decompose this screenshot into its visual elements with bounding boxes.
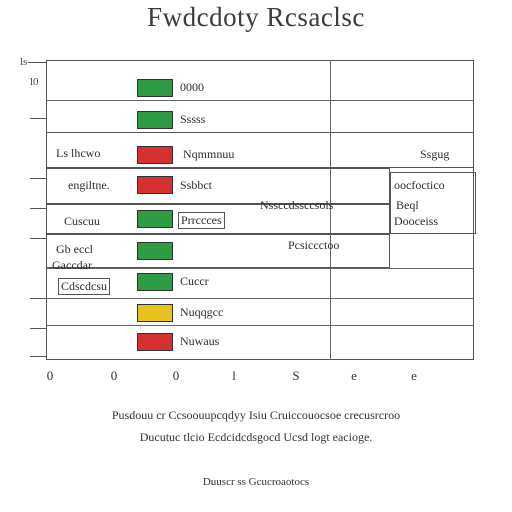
- left-label: Ls lhcwo: [56, 146, 101, 160]
- row-swatch: [137, 210, 173, 228]
- row-swatch: [137, 304, 173, 322]
- row-label: Ssbbct: [180, 178, 213, 192]
- y-tick: [30, 238, 46, 239]
- x-tick-label: 0: [110, 368, 118, 383]
- right-label: Beql: [396, 198, 419, 212]
- y-tick: [30, 178, 46, 179]
- grid-vline: [330, 60, 331, 360]
- row-swatch: [137, 242, 173, 260]
- row-swatch: [137, 176, 173, 194]
- y-tick: [28, 62, 46, 63]
- row-label: Nuqqgcc: [180, 305, 224, 319]
- row-label: Prrccces: [178, 212, 225, 229]
- group-box: [46, 204, 390, 234]
- caption-line: Pusdouu cr Ccsoouupcqdyy Isiu Cruiccouoc…: [111, 408, 401, 422]
- left-label: Cuscuu: [64, 214, 100, 228]
- row-label: Sssss: [180, 112, 206, 126]
- grid-hline: [46, 268, 474, 269]
- row-label: Cuccr: [180, 274, 209, 288]
- figure-title: Fwdcdoty Rcsaclsc: [147, 2, 365, 32]
- right-label: oocfoctico: [394, 178, 445, 192]
- row-swatch: [137, 111, 173, 129]
- row-swatch: [137, 79, 173, 97]
- grid-hline: [46, 325, 474, 326]
- y-tick: [30, 328, 46, 329]
- right-label: Ssgug: [420, 147, 450, 161]
- left-label: Gaccdar: [52, 258, 92, 272]
- row-swatch: [137, 273, 173, 291]
- left-label: Gb eccl: [56, 242, 93, 256]
- left-label: engiltne.: [68, 178, 110, 192]
- group-box: [46, 168, 390, 204]
- y-tick-label: ls: [20, 56, 28, 68]
- x-tick-label: 0: [172, 368, 180, 383]
- grid-hline: [46, 298, 474, 299]
- x-tick-label: l: [232, 368, 236, 383]
- x-tick-label: e: [411, 368, 417, 383]
- middle-label: Pcsiccctoo: [288, 238, 340, 252]
- y-tick: [30, 208, 46, 209]
- right-label: Dooceiss: [394, 214, 438, 228]
- row-swatch: [137, 146, 173, 164]
- caption-line: Ducutuc tlcio Ecdcidcdsgocd Ucsd logt ea…: [139, 430, 373, 444]
- footer-text: Duuscr ss Gcucroaotocs: [202, 476, 310, 488]
- row-label: Nqmmnuu: [183, 147, 235, 161]
- group-box: [46, 132, 474, 168]
- row-label: Nuwaus: [180, 334, 220, 348]
- x-tick-label: 0: [46, 368, 54, 383]
- row-swatch: [137, 333, 173, 351]
- row-label: 0000: [180, 80, 204, 94]
- y-tick: [30, 118, 46, 119]
- x-tick-label: e: [351, 368, 357, 383]
- y-tick-label: l0: [30, 76, 39, 88]
- grid-hline: [46, 100, 474, 101]
- left-label: Cdscdcsu: [58, 278, 110, 295]
- group-box: [390, 172, 476, 234]
- y-tick: [30, 298, 46, 299]
- group-box: [46, 234, 390, 268]
- x-tick-label: S: [292, 368, 300, 383]
- y-tick: [30, 356, 46, 357]
- middle-label: Nssccdssccsols: [260, 198, 334, 212]
